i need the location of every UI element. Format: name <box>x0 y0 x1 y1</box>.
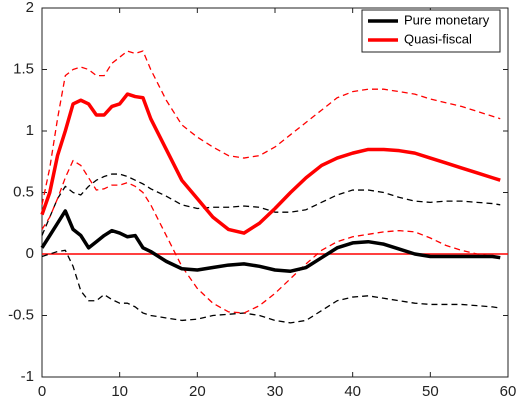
y-tick-label: 1 <box>26 122 34 139</box>
x-tick-label: 20 <box>189 383 206 400</box>
y-tick-label: 1.5 <box>13 60 34 77</box>
y-tick-label: -1 <box>21 368 34 385</box>
series-line <box>40 92 501 235</box>
legend-box <box>361 9 501 53</box>
legend-label: Quasi-fiscal <box>404 31 472 46</box>
band-upper <box>41 173 501 236</box>
x-tick-label: 40 <box>344 383 361 400</box>
band-lower <box>41 159 501 314</box>
x-tick-label: 0 <box>38 383 46 400</box>
y-tick-label: 0.5 <box>13 183 34 200</box>
x-tick-label: 10 <box>111 383 128 400</box>
series-line <box>40 209 501 273</box>
plot-area <box>41 7 509 378</box>
band-upper <box>41 50 501 205</box>
x-tick-label: 30 <box>267 383 284 400</box>
x-tick-label: 50 <box>422 383 439 400</box>
x-tick-label: 60 <box>500 383 517 400</box>
legend-label: Pure monetary <box>404 12 490 27</box>
y-tick-label: -0.5 <box>8 306 34 323</box>
y-tick-label: 2 <box>26 0 34 16</box>
band-lower <box>41 249 501 324</box>
y-tick-label: 0 <box>26 245 34 262</box>
